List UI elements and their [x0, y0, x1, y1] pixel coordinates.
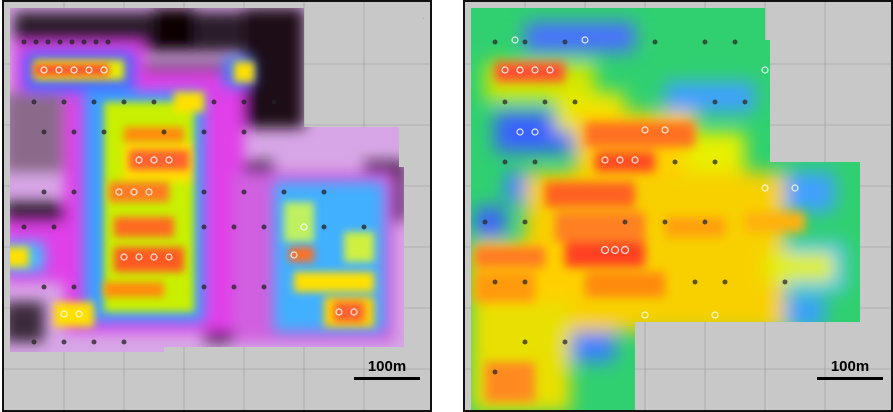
scale-bar-label: 100m	[830, 358, 870, 375]
right-map-panel: 100m	[463, 0, 893, 412]
left-map-raster	[4, 2, 430, 410]
left-map-panel: · 100m	[2, 0, 432, 412]
scale-bar: 100m	[817, 359, 883, 380]
scale-bar-line	[354, 377, 420, 380]
right-map-raster	[465, 2, 891, 410]
scale-bar-label: 100m	[367, 358, 407, 375]
scale-bar-line	[817, 377, 883, 380]
scale-bar: 100m	[354, 359, 420, 380]
coord-label: ·	[422, 16, 424, 21]
